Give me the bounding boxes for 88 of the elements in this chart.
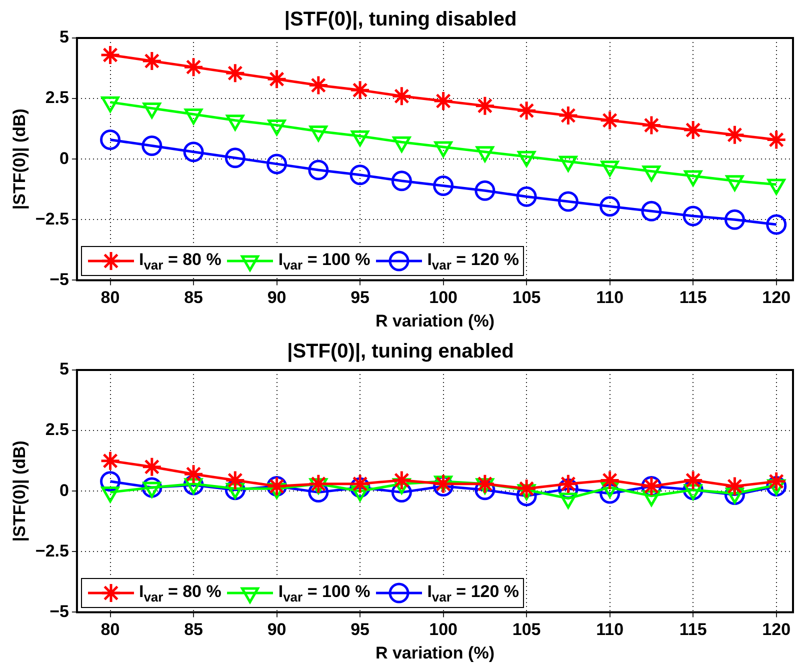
point — [641, 200, 662, 222]
legend-label: I$_{var}$ = 100 % — [278, 250, 370, 272]
x-tick-label: 90 — [267, 288, 286, 308]
point — [350, 474, 370, 494]
point — [724, 124, 745, 146]
point — [350, 80, 370, 100]
point — [308, 474, 329, 494]
y-tick-label: 5 — [59, 360, 69, 379]
point — [266, 154, 288, 174]
point — [183, 142, 204, 162]
y-tick-label: 0 — [59, 148, 69, 168]
y-tick-label: −2.5 — [35, 541, 69, 560]
point — [224, 148, 246, 168]
point — [558, 474, 578, 494]
point — [350, 164, 370, 186]
x-tick-label: 110 — [596, 620, 624, 640]
point — [100, 44, 121, 66]
legend-label: I$_{var}$ = 80 % — [138, 582, 222, 604]
y-tick-label: 0 — [59, 480, 69, 500]
x-tick-label: 105 — [512, 620, 541, 640]
legend-label: I$_{var}$ = 100 % — [278, 582, 370, 604]
y-tick-label: 2.5 — [45, 88, 69, 108]
point — [682, 206, 704, 226]
point — [183, 56, 204, 78]
y-tick-label: −5 — [50, 602, 69, 621]
legend-label: I$_{var}$ = 80 % — [138, 250, 222, 272]
point — [516, 186, 537, 207]
y-tick-label: 2.5 — [45, 420, 69, 440]
legend-label: I$_{var}$ = 120 % — [427, 250, 520, 272]
x-tick-label: 90 — [267, 620, 286, 640]
x-tick-label: 95 — [350, 620, 370, 640]
x-tick-label: 110 — [596, 288, 624, 308]
point — [183, 464, 204, 484]
point — [558, 191, 578, 212]
x-tick-label: 120 — [762, 288, 791, 308]
x-tick-label: 85 — [184, 620, 203, 640]
point — [474, 96, 496, 116]
x-axis-title: R variation (%) — [375, 643, 494, 662]
y-tick-label: −2.5 — [35, 209, 69, 228]
point — [766, 129, 787, 150]
point — [142, 456, 162, 478]
point — [391, 86, 412, 106]
point — [433, 175, 454, 196]
point — [100, 450, 121, 472]
x-tick-label: 95 — [350, 288, 370, 308]
x-tick-label: 115 — [679, 288, 707, 308]
y-tick-label: −5 — [50, 270, 69, 289]
point — [600, 470, 620, 490]
point — [600, 110, 620, 131]
point — [600, 196, 620, 217]
y-axis-title: |STF(0)| (dB) — [10, 440, 29, 542]
x-tick-label: 80 — [100, 288, 120, 308]
point — [766, 471, 787, 492]
chart-title: |STF(0)|, tuning disabled — [284, 8, 517, 31]
point — [474, 180, 496, 201]
point — [391, 470, 412, 490]
point — [724, 209, 745, 230]
chart-title: |STF(0)|, tuning enabled — [287, 340, 514, 363]
point — [558, 105, 578, 126]
point — [224, 62, 246, 84]
point — [641, 114, 662, 136]
x-tick-label: 120 — [762, 620, 791, 640]
x-axis-title: R variation (%) — [375, 311, 494, 330]
point — [433, 90, 454, 112]
point — [516, 100, 537, 121]
x-tick-label: 100 — [429, 288, 458, 308]
legend-label: I$_{var}$ = 120 % — [427, 582, 520, 604]
y-axis-title: |STF(0)| (dB) — [10, 108, 29, 210]
x-tick-label: 100 — [429, 620, 458, 640]
point — [100, 129, 121, 150]
y-tick-label: 5 — [59, 28, 69, 47]
x-tick-label: 115 — [679, 620, 707, 640]
point — [391, 170, 412, 192]
point — [308, 160, 329, 180]
point — [766, 214, 787, 235]
x-tick-label: 85 — [184, 288, 203, 308]
point — [682, 470, 704, 490]
point — [142, 136, 162, 156]
point — [224, 470, 246, 490]
x-tick-label: 105 — [512, 288, 541, 308]
point — [142, 50, 162, 72]
point — [474, 474, 496, 494]
point — [266, 68, 288, 90]
point — [516, 478, 537, 499]
point — [308, 74, 329, 96]
point — [724, 476, 745, 497]
x-tick-label: 80 — [100, 620, 120, 640]
point — [682, 120, 704, 140]
